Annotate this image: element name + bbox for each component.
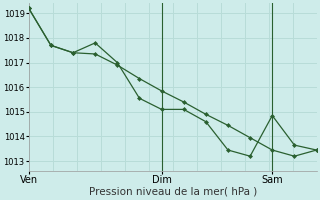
X-axis label: Pression niveau de la mer( hPa ): Pression niveau de la mer( hPa ) (89, 187, 257, 197)
